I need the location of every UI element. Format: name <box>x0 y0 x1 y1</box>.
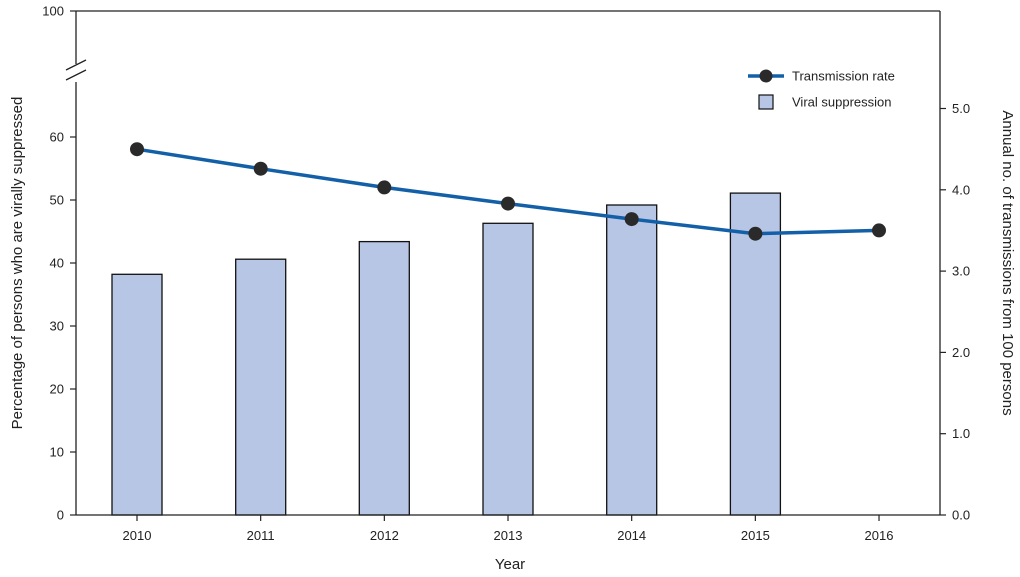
left-tick-label-60: 60 <box>50 130 64 145</box>
left-tick-label-0: 0 <box>57 508 64 523</box>
point-transmission-rate-2015 <box>748 226 763 241</box>
bar-viral-suppression-2015 <box>729 192 782 516</box>
axis-break-mark-top <box>65 59 87 71</box>
left-tick-label-30: 30 <box>50 319 64 334</box>
right-axis-title: Annual no. of transmissions from 100 per… <box>999 110 1016 415</box>
x-tick-label-2013: 2013 <box>494 528 523 543</box>
legend-bar-swatch <box>758 94 774 110</box>
bar-viral-suppression-2014 <box>606 204 658 516</box>
point-transmission-rate-2010 <box>130 142 144 157</box>
axis-break-mark-bottom <box>65 69 87 81</box>
bar-viral-suppression-2011 <box>235 258 287 516</box>
right-tick-label-3.0: 3.0 <box>952 264 970 279</box>
left-tick-label-10: 10 <box>50 445 64 460</box>
bar-viral-suppression-2010 <box>111 273 163 516</box>
right-tick-label-2.0: 2.0 <box>952 345 970 360</box>
x-tick-label-2012: 2012 <box>370 528 399 543</box>
right-tick-label-4.0: 4.0 <box>952 182 970 197</box>
bars-layer <box>111 192 782 516</box>
labels-layer: 0 10 20 30 40 50 60 100 0.0 1.0 2.0 3.0 4.0 5.0 2010 20… <box>9 4 1016 574</box>
point-transmission-rate-2014 <box>624 212 639 227</box>
point-transmission-rate-2016 <box>872 223 886 238</box>
legend-marker-swatch <box>759 69 773 83</box>
left-tick-label-20: 20 <box>50 382 64 397</box>
right-tick-label-0.0: 0.0 <box>952 508 970 523</box>
axes-layer <box>65 10 946 521</box>
left-tick-label-50: 50 <box>50 193 64 208</box>
x-tick-label-2010: 2010 <box>123 528 152 543</box>
left-axis-title: Percentage of persons who are virally su… <box>9 97 26 430</box>
bar-viral-suppression-2012 <box>358 240 410 516</box>
legend-label-transmission-rate: Transmission rate <box>792 69 895 84</box>
x-axis-title: Year <box>495 556 525 573</box>
point-transmission-rate-2013 <box>501 196 515 211</box>
line-layer <box>130 142 886 241</box>
x-tick-label-2016: 2016 <box>865 528 894 543</box>
left-tick-label-100: 100 <box>42 4 64 19</box>
right-tick-label-1.0: 1.0 <box>952 426 970 441</box>
x-tick-label-2015: 2015 <box>741 528 770 543</box>
bar-viral-suppression-2013 <box>482 222 534 516</box>
right-tick-label-5.0: 5.0 <box>952 101 970 116</box>
left-tick-label-40: 40 <box>50 256 64 271</box>
x-tick-label-2011: 2011 <box>247 528 275 543</box>
point-transmission-rate-2011 <box>253 161 268 176</box>
legend-label-viral-suppression: Viral suppression <box>792 95 891 110</box>
point-transmission-rate-2012 <box>377 180 392 195</box>
legend: Transmission rate Viral suppression <box>748 69 895 110</box>
x-tick-label-2014: 2014 <box>617 528 646 543</box>
